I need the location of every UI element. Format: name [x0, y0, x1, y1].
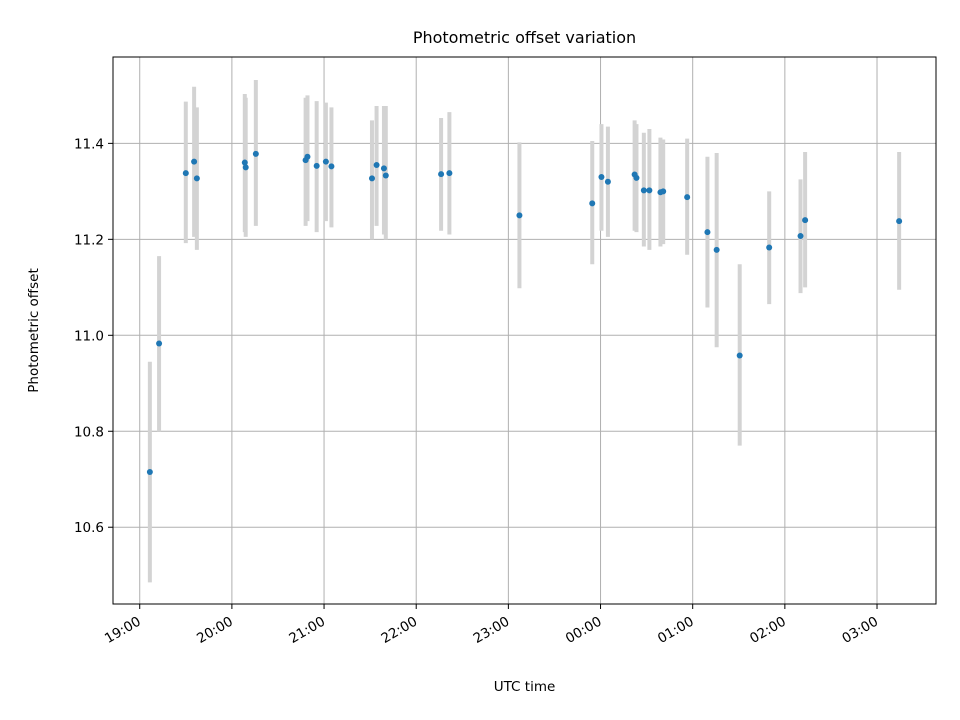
data-point	[802, 217, 809, 224]
x-tick-label: 20:00	[194, 614, 236, 647]
x-tick-label: 22:00	[379, 614, 421, 647]
y-axis-ticks: 10.6 10.8 11.0 11.2 11.4	[74, 136, 113, 536]
data-point	[322, 158, 329, 165]
data-point	[896, 218, 903, 225]
data-point	[313, 162, 320, 169]
data-point	[589, 200, 596, 207]
x-tick-label: 21:00	[286, 614, 328, 647]
y-tick-label: 11.2	[74, 232, 104, 248]
data-point	[646, 187, 653, 194]
x-tick-label: 02:00	[747, 614, 789, 647]
x-axis-ticks: 19:00 20:00 21:00 22:00 23:00 00:00 01:00 02:00…	[102, 604, 881, 647]
data-point	[156, 340, 163, 347]
data-point	[598, 173, 605, 180]
data-point	[182, 170, 189, 177]
data-point	[191, 158, 198, 165]
data-point	[736, 352, 743, 359]
data-point	[604, 178, 611, 185]
y-tick-label: 11.0	[74, 328, 104, 344]
data-point	[304, 153, 311, 160]
data-point	[380, 165, 387, 172]
data-point	[242, 164, 249, 171]
data-point	[640, 187, 647, 194]
x-tick-label: 23:00	[471, 614, 513, 647]
y-axis-label: Photometric offset	[26, 268, 42, 392]
data-point	[146, 469, 153, 476]
x-tick-label: 03:00	[839, 614, 881, 647]
data-point	[373, 161, 380, 168]
data-point	[633, 174, 640, 181]
data-point	[382, 172, 389, 179]
plot-frame	[112, 56, 937, 605]
y-tick-label: 10.8	[74, 424, 104, 440]
data-point	[516, 212, 523, 219]
data-point	[713, 246, 720, 253]
x-tick-label: 00:00	[563, 614, 605, 647]
data-point	[438, 171, 445, 178]
data-point	[684, 194, 691, 201]
chart-title: Photometric offset variation	[413, 28, 636, 47]
data-point	[797, 232, 804, 239]
data-point	[704, 229, 711, 236]
y-tick-label: 11.4	[74, 136, 104, 152]
data-point	[252, 150, 259, 157]
y-tick-label: 10.6	[74, 520, 104, 536]
data-point	[328, 163, 335, 170]
data-point	[766, 244, 773, 251]
x-axis-label: UTC time	[494, 679, 556, 695]
x-tick-label: 19:00	[102, 614, 144, 647]
x-tick-label: 01:00	[655, 614, 697, 647]
data-point	[241, 159, 248, 166]
error-bars	[147, 80, 902, 583]
data-points	[146, 150, 903, 476]
data-point	[193, 175, 200, 182]
data-point	[660, 188, 667, 195]
grid-lines	[113, 57, 936, 604]
data-point	[368, 175, 375, 182]
data-point	[446, 170, 453, 177]
